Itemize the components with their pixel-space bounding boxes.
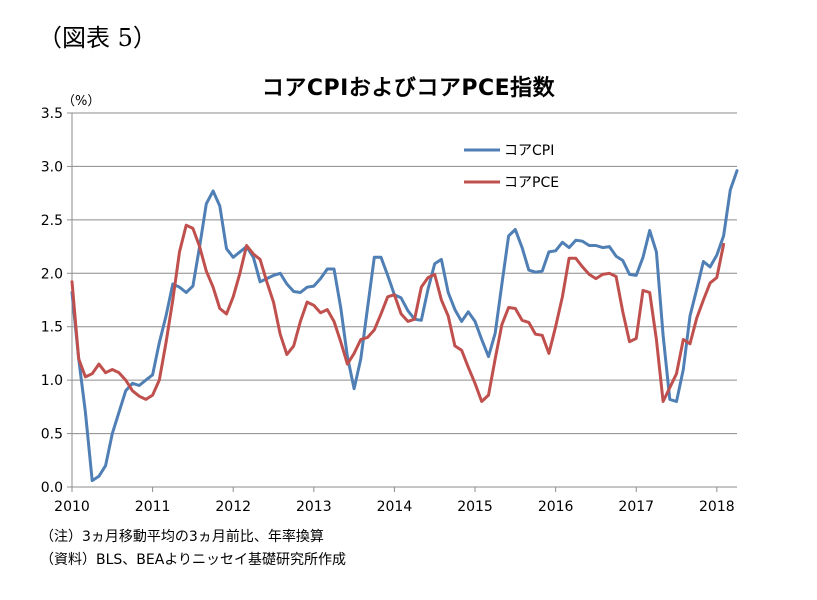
- source-text: （資料）BLS、BEAよりニッセイ基礎研究所作成: [40, 552, 347, 568]
- legend-label: コアPCE: [504, 175, 559, 191]
- series-lines: [70, 169, 739, 483]
- x-tick-label: 2018: [699, 499, 735, 515]
- x-tick-label: 2011: [135, 499, 171, 515]
- x-tick-label: 2017: [618, 499, 654, 515]
- y-tick-label: 3.5: [41, 106, 63, 122]
- y-tick-labels: 0.0 0.5 1.0 1.5 2.0 2.5 3.0 3.5: [41, 106, 63, 496]
- y-tick-label: 0.0: [41, 480, 63, 496]
- x-tick-label: 2016: [538, 499, 574, 515]
- chart-title: コアCPIおよびコアPCE指数: [261, 76, 556, 101]
- y-tick-label: 0.5: [41, 427, 63, 443]
- series-line-2: [70, 223, 726, 403]
- x-tick-label: 2015: [457, 499, 493, 515]
- x-tick-labels: 2010 2011 2012 2013 2014 2015 2016 2017 2018: [54, 499, 734, 515]
- legend: コアCPI コアPCE: [464, 143, 559, 191]
- grid-lines: [72, 112, 737, 435]
- y-tick-label: 1.5: [41, 320, 63, 336]
- figure-label: （図表 5）: [38, 24, 157, 52]
- y-tick-label: 2.5: [41, 213, 63, 229]
- footnotes: （注）3ヵ月移動平均の3ヵ月前比、年率換算 （資料）BLS、BEAよりニッセイ基…: [40, 526, 346, 572]
- y-tick-label: 2.0: [41, 266, 63, 282]
- y-axis-label: （%）: [62, 94, 101, 109]
- legend-label: コアCPI: [504, 143, 554, 159]
- note-text: （注）3ヵ月移動平均の3ヵ月前比、年率換算: [40, 529, 324, 545]
- x-tick-label: 2013: [296, 499, 332, 515]
- x-tick-label: 2010: [54, 499, 90, 515]
- x-tick-label: 2014: [377, 499, 413, 515]
- series-line-1: [70, 169, 739, 483]
- y-tick-label: 3.0: [41, 159, 63, 175]
- x-tick-label: 2012: [215, 499, 251, 515]
- y-tick-label: 1.0: [41, 373, 63, 389]
